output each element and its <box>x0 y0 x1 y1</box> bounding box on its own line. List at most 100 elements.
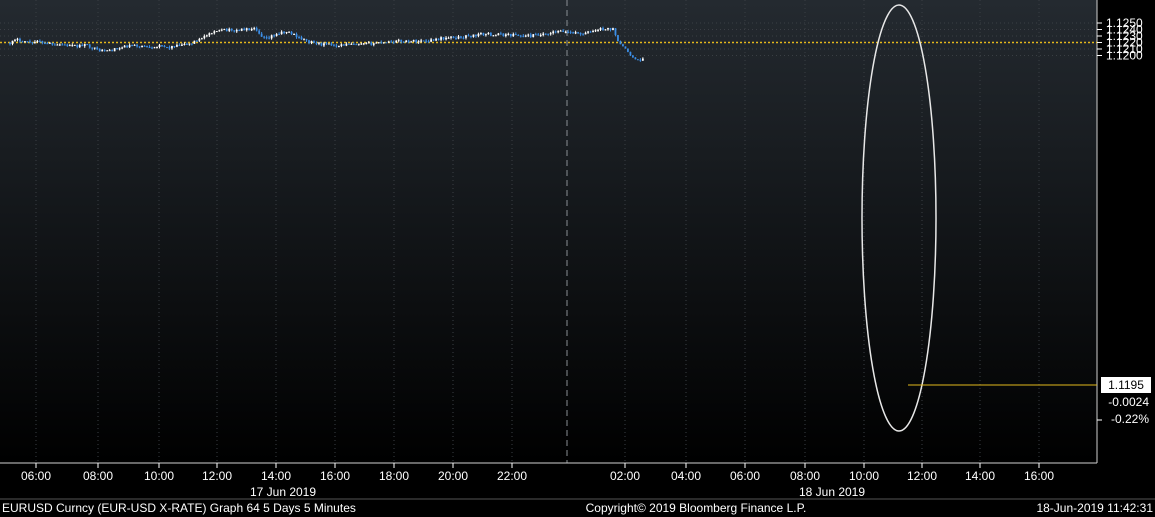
candle-body <box>554 31 557 33</box>
candle-body <box>619 41 622 45</box>
candle-body <box>362 43 365 45</box>
candle-body <box>632 55 634 58</box>
candle-body <box>151 47 153 49</box>
candle-body <box>380 42 383 44</box>
candle-body <box>215 31 218 33</box>
candle-body <box>549 33 552 35</box>
candle-body <box>572 32 575 34</box>
candle-body <box>260 33 263 37</box>
candle-body <box>153 47 156 49</box>
candle-body <box>11 40 14 44</box>
candle-body <box>569 31 572 33</box>
candle-body <box>522 35 525 37</box>
y-tick-label: 1.1220 <box>1106 36 1143 50</box>
candle-body <box>639 59 642 61</box>
candle-body <box>193 40 196 44</box>
candle-body <box>629 51 632 56</box>
candle-body <box>614 28 617 36</box>
candle-body <box>24 41 26 43</box>
candle-body <box>365 43 368 45</box>
candle-body <box>382 42 385 44</box>
candle-body <box>315 42 318 44</box>
candle-body <box>235 29 238 32</box>
candle-body <box>19 38 21 42</box>
candle-body <box>98 49 101 52</box>
y-tick-label: 1.1240 <box>1106 23 1143 37</box>
candle-body <box>579 32 582 35</box>
candle-body <box>387 41 390 43</box>
drop-annotation-ellipse <box>861 4 937 432</box>
candle-body <box>355 44 358 46</box>
candle-body <box>527 34 530 36</box>
x-axis-ticks: 06:00 08:00 10:00 12:00 14:00 16:00 18:00 20:00… <box>21 463 1054 483</box>
x-tick-label: 08:00 <box>790 469 820 483</box>
x-tick-label: 06:00 <box>730 469 760 483</box>
candle-body <box>352 43 355 45</box>
candle-body <box>435 38 437 41</box>
candle-body <box>240 28 243 31</box>
candle-body <box>9 42 11 44</box>
candle-body <box>509 33 512 37</box>
candle-body <box>450 36 452 38</box>
candle-body <box>213 31 216 34</box>
candle-body <box>103 49 106 51</box>
candle-body <box>123 45 126 48</box>
candle-body <box>233 30 236 32</box>
x-tick-label: 16:00 <box>320 469 350 483</box>
candle-body <box>512 33 515 37</box>
last-price-label: 1.1195 <box>1108 378 1144 392</box>
candle-body <box>285 32 288 34</box>
last-price-callout: 1.1195 -0.0024 -0.22% <box>908 377 1151 426</box>
candle-body <box>532 34 535 37</box>
y-tick-label: 1.1250 <box>1106 16 1143 30</box>
candle-body <box>263 36 266 38</box>
candle-body <box>529 34 532 37</box>
candle-body <box>547 33 550 35</box>
candle-body <box>305 39 308 41</box>
candle-body <box>437 38 440 40</box>
candle-body <box>313 41 315 43</box>
candle-body <box>245 28 248 31</box>
candle-body <box>360 43 363 45</box>
candle-body <box>390 41 393 43</box>
footer-left: EURUSD Curncy (EUR-USD X-RATE) Graph 64 … <box>2 501 356 515</box>
candle-body <box>101 49 104 52</box>
last-price-box <box>1101 377 1151 393</box>
candle-body <box>557 31 560 33</box>
candle-body <box>39 40 41 42</box>
candle-body <box>587 31 589 33</box>
candle-body <box>427 41 430 43</box>
candle-body <box>91 47 94 49</box>
last-change-label: -0.0024 <box>1108 395 1149 409</box>
candle-body <box>472 34 475 37</box>
candle-body <box>63 44 66 46</box>
candle-body <box>255 28 258 31</box>
candle-body <box>624 46 627 49</box>
candle-body <box>400 39 403 42</box>
candle-body <box>136 44 138 47</box>
candle-body <box>452 36 455 38</box>
candle-body <box>111 50 114 52</box>
candle-body <box>564 31 567 33</box>
candle-body <box>604 29 607 31</box>
candle-body <box>188 43 191 45</box>
candle-body <box>148 46 151 48</box>
candle-body <box>377 42 380 44</box>
candle-body <box>392 42 395 44</box>
candle-body <box>81 45 84 47</box>
candle-body <box>542 33 545 36</box>
candle-body <box>53 44 56 46</box>
candle-body <box>370 42 373 45</box>
candle-body <box>275 34 278 36</box>
candle-body <box>584 32 587 35</box>
x-tick-label: 08:00 <box>83 469 113 483</box>
candle-body <box>422 40 425 42</box>
candle-body <box>88 44 91 48</box>
candle-body <box>270 35 273 39</box>
candle-body <box>517 35 520 37</box>
candle-body <box>161 45 163 47</box>
candle-body <box>567 31 570 33</box>
candle-body <box>552 31 555 34</box>
candle-body <box>544 33 547 35</box>
